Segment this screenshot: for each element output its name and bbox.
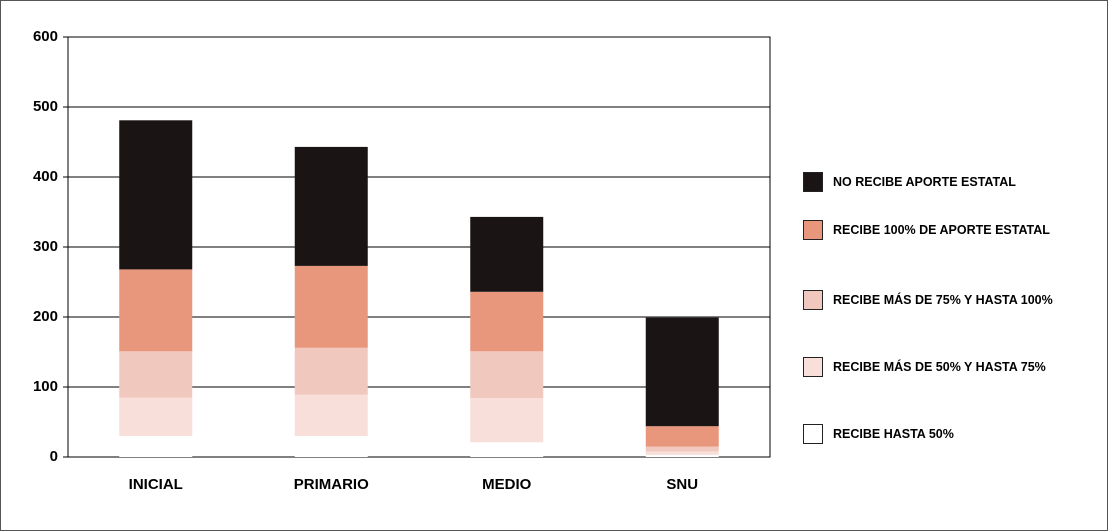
x-tick-label: INICIAL bbox=[129, 476, 183, 493]
y-tick-label: 200 bbox=[33, 308, 58, 325]
bar-segment bbox=[119, 397, 193, 436]
legend-swatch bbox=[803, 290, 823, 310]
bar-segment bbox=[119, 436, 193, 457]
bar-segment bbox=[470, 398, 544, 443]
y-tick-label: 500 bbox=[33, 98, 58, 115]
legend-label: RECIBE MÁS DE 75% Y HASTA 100% bbox=[833, 292, 1053, 307]
bar-segment bbox=[470, 291, 544, 352]
legend-label: NO RECIBE APORTE ESTATAL bbox=[833, 174, 1016, 189]
y-tick-label: 600 bbox=[33, 28, 58, 45]
bar-segment bbox=[294, 394, 368, 436]
legend-swatch bbox=[803, 357, 823, 377]
bar-segment bbox=[645, 446, 719, 452]
legend-swatch bbox=[803, 172, 823, 192]
bar-segment bbox=[645, 426, 719, 447]
legend-label: RECIBE 100% DE APORTE ESTATAL bbox=[833, 222, 1050, 237]
legend-item: NO RECIBE APORTE ESTATAL bbox=[803, 172, 1093, 192]
bar-segment bbox=[119, 351, 193, 398]
bar-segment bbox=[119, 120, 193, 270]
y-tick-label: 0 bbox=[50, 448, 58, 465]
legend-item: RECIBE HASTA 50% bbox=[803, 424, 1093, 444]
bar-segment bbox=[470, 351, 544, 399]
bar-segment bbox=[645, 454, 719, 457]
legend-label: RECIBE HASTA 50% bbox=[833, 426, 954, 441]
plot-border bbox=[67, 36, 771, 458]
x-tick-label: SNU bbox=[666, 476, 698, 493]
y-tick-label: 300 bbox=[33, 238, 58, 255]
y-tick-label: 100 bbox=[33, 378, 58, 395]
legend-item: RECIBE MÁS DE 75% Y HASTA 100% bbox=[803, 290, 1093, 310]
legend-swatch bbox=[803, 424, 823, 444]
bar-segment bbox=[294, 436, 368, 457]
bar-segment bbox=[645, 451, 719, 455]
x-tick-label: PRIMARIO bbox=[294, 476, 369, 493]
bar-segment bbox=[470, 442, 544, 457]
legend-item: RECIBE 100% DE APORTE ESTATAL bbox=[803, 220, 1093, 240]
bar-segment bbox=[470, 216, 544, 292]
y-tick-label: 400 bbox=[33, 168, 58, 185]
bar-segment bbox=[119, 269, 193, 352]
legend-item: RECIBE MÁS DE 50% Y HASTA 75% bbox=[803, 357, 1093, 377]
bar-segment bbox=[294, 146, 368, 266]
legend-swatch bbox=[803, 220, 823, 240]
legend-label: RECIBE MÁS DE 50% Y HASTA 75% bbox=[833, 359, 1046, 374]
x-tick-label: MEDIO bbox=[482, 476, 532, 493]
bar-segment bbox=[294, 347, 368, 395]
bar-segment bbox=[645, 317, 719, 427]
bar-segment bbox=[294, 265, 368, 348]
